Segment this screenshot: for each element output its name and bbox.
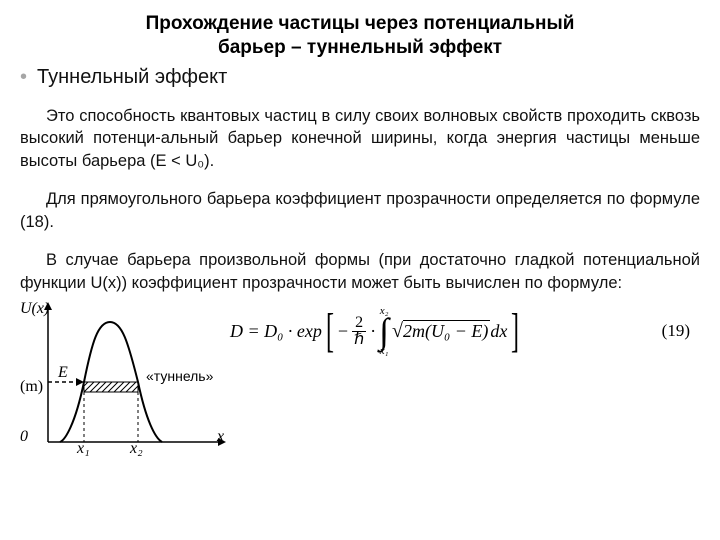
- frac-num: 2: [352, 315, 366, 332]
- integral: x₂ ∫ x₁: [379, 306, 389, 357]
- paragraph-3: В случае барьера произвольной формы (при…: [20, 249, 700, 294]
- E-label: E: [58, 364, 68, 382]
- left-bracket: [: [326, 312, 334, 350]
- body-text: Это способность квантовых частиц в силу …: [20, 105, 700, 294]
- title-line2: барьер – туннельный эффект: [218, 37, 502, 58]
- paragraph-2-text: Для прямоугольного барьера коэффициент п…: [20, 190, 700, 230]
- radical-icon: √: [392, 320, 403, 343]
- x1-label: x₁: [77, 440, 90, 458]
- dx: dx: [490, 321, 507, 342]
- lower-row: U(x) 0 x E (m) x₁ x₂ «туннель»: [20, 300, 700, 460]
- slide-title: Прохождение частицы через потенциальный …: [20, 12, 700, 60]
- paragraph-2: Для прямоугольного барьера коэффициент п…: [20, 188, 700, 233]
- paragraph-1-text: Это способность квантовых частиц в силу …: [20, 107, 700, 170]
- m-label: (m): [20, 378, 43, 396]
- int-lower: x₁: [380, 346, 389, 357]
- fraction: 2 ℏ: [351, 315, 367, 348]
- equation-number: (19): [662, 321, 690, 341]
- section-heading: Туннельный эффект: [37, 66, 227, 89]
- section-heading-row: • Туннельный эффект: [20, 66, 700, 89]
- bullet-icon: •: [20, 66, 27, 89]
- dot: ·: [370, 321, 376, 342]
- paragraph-3-text: В случае барьера произвольной формы (при…: [20, 251, 700, 291]
- potential-barrier-diagram: U(x) 0 x E (m) x₁ x₂ «туннель»: [20, 300, 230, 460]
- frac-den: ℏ: [351, 332, 367, 348]
- formula-block: D = D₀ · exp [ − 2 ℏ · x₂ ∫ x₁ √2m(U₀ − …: [230, 300, 700, 357]
- integral-icon: ∫: [379, 317, 389, 346]
- right-bracket: ]: [511, 312, 519, 350]
- minus-sign: −: [338, 321, 348, 342]
- x-axis-label: x: [217, 428, 224, 446]
- y-axis-label: U(x): [20, 300, 49, 318]
- x2-label: x₂: [130, 440, 143, 458]
- zero-label: 0: [20, 428, 28, 446]
- formula: D = D₀ · exp [ − 2 ℏ · x₂ ∫ x₁ √2m(U₀ − …: [230, 306, 523, 357]
- formula-lhs: D = D₀ · exp: [230, 321, 322, 342]
- paragraph-1: Это способность квантовых частиц в силу …: [20, 105, 700, 172]
- tunnel-label: «туннель»: [146, 368, 213, 384]
- title-line1: Прохождение частицы через потенциальный: [146, 13, 575, 34]
- radicand: 2m(U₀ − E): [403, 320, 490, 342]
